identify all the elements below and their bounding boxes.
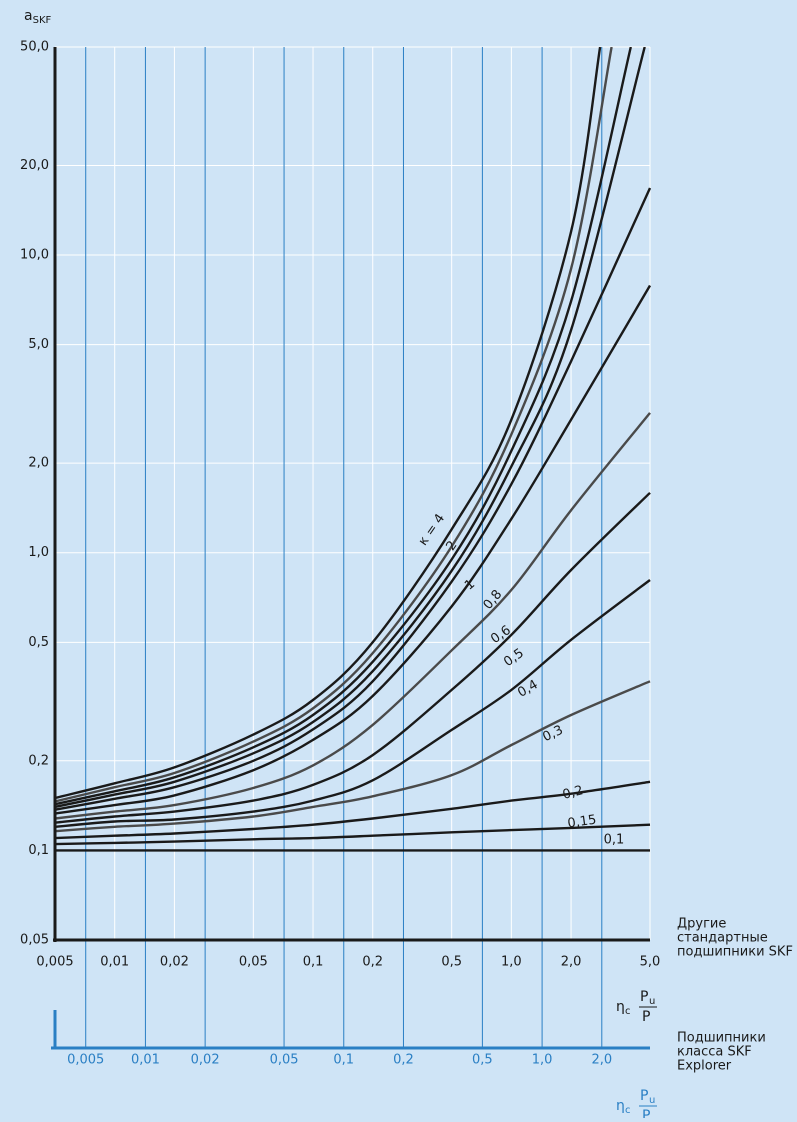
x2-tick-label: 0,005 [67,1053,104,1068]
x-tick-label: 1,0 [501,955,522,970]
curve [55,47,646,809]
y-tick-label: 0,1 [28,843,49,858]
y-tick-label: 0,5 [28,635,49,650]
x-tick-label: 0,01 [100,955,129,970]
curve [55,47,613,803]
x-label-num-sub: u [649,1095,655,1106]
x2-tick-label: 0,02 [191,1053,220,1068]
curve [55,491,651,824]
y-label-sub: SKF [33,15,52,26]
y-tick-label: 0,05 [20,933,49,948]
x-tick-label: 0,5 [441,955,462,970]
curve-label: 0,15 [567,813,598,832]
curve [55,47,602,800]
x2-tick-label: 0,01 [131,1053,160,1068]
x-label-num-sub: u [649,996,655,1007]
y-tick-label: 1,0 [28,545,49,560]
x-tick-label: 5,0 [640,955,661,970]
y-tick-label: 20,0 [20,158,49,173]
curve [55,780,651,840]
x2-tick-label: 0,05 [270,1053,299,1068]
x-axis-note: подшипники SKF [677,945,793,960]
x-tick-label: 0,1 [303,955,324,970]
x-label-den: P [642,1108,650,1118]
x2-tick-label: 0,5 [472,1053,493,1068]
curve [55,47,632,806]
x-label-den: P [642,1009,650,1025]
x2-tick-label: 2,0 [591,1053,612,1068]
y-label-main: a [24,8,33,24]
x-axis-note: стандартные [677,931,768,946]
x2-tick-label: 0,1 [333,1053,354,1068]
x-tick-label: 0,05 [239,955,268,970]
x-label-num: P [640,989,648,1005]
x-axis-note: Другие [677,917,726,932]
curves [55,47,652,852]
curve [55,579,651,828]
x-tick-label: 0,005 [36,955,73,970]
x-label-eta-sub: c [625,1006,631,1017]
y-tick-label: 5,0 [28,337,49,352]
curve-label: 0,2 [561,783,585,803]
x-label-eta: η [616,999,625,1015]
x2-tick-label: 1,0 [532,1053,553,1068]
x-label-num: P [640,1088,648,1104]
curve [55,823,651,846]
y-axis-label: aSKF [24,8,51,26]
y-tick-label: 2,0 [28,456,49,471]
curve [55,187,652,811]
curve-label: 0,1 [604,833,625,848]
y-tick-label: 50,0 [20,40,49,55]
x2-axis-note: Explorer [677,1059,732,1074]
curve [55,680,651,833]
x-label-eta: η [616,1098,625,1114]
x-tick-label: 2,0 [561,955,582,970]
curve [55,284,652,815]
y-tick-label: 0,2 [28,753,49,768]
x-tick-label: 0,2 [362,955,383,970]
curve [55,412,651,820]
x-tick-label: 0,02 [160,955,189,970]
foreground: 0,05 0,1 0,2 0,5 1,0 2,0 5,0 10,0 20,0 50,0 0,005 0… [20,40,793,1122]
x2-axis-note: класса SKF [677,1045,752,1060]
y-tick-label: 10,0 [20,248,49,263]
x-label-eta-sub: c [625,1105,631,1116]
x2-axis-note: Подшипники [677,1031,766,1046]
x2-tick-label: 0,2 [393,1053,414,1068]
